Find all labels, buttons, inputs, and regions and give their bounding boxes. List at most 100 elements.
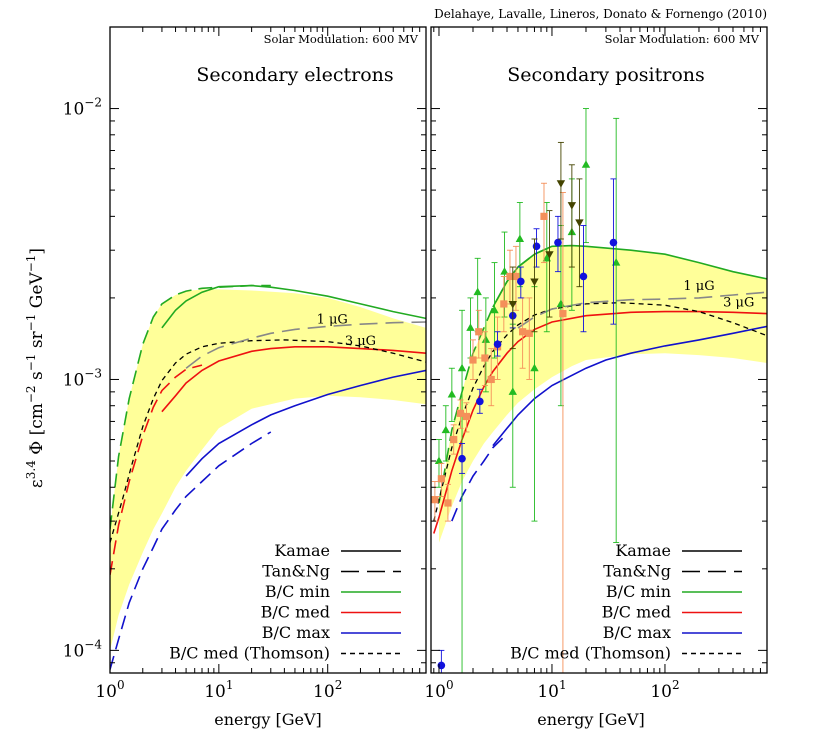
legend-label: Kamae — [274, 541, 330, 560]
panel-title: Secondary electrons — [196, 64, 393, 86]
x-tick-label: 101 — [204, 678, 233, 702]
plot-area — [110, 284, 426, 670]
legend-label: Tan&Ng — [603, 562, 671, 581]
data-point-square — [512, 272, 520, 281]
x-tick-label: 101 — [537, 678, 566, 702]
data-point-circle — [517, 277, 525, 286]
data-point-triangle-down — [545, 251, 554, 259]
data-point-triangle-up — [441, 425, 451, 434]
legend-label: B/C med (Thomson) — [169, 644, 330, 663]
data-point-triangle-up — [473, 287, 482, 296]
data-point-square — [506, 272, 514, 281]
series-line-b-c-min — [161, 284, 426, 329]
legend-label: B/C max — [262, 623, 330, 642]
series-line-b-c-max — [185, 369, 426, 477]
panel-title: Secondary positrons — [507, 64, 705, 86]
curve-annotation: 1 μG — [683, 279, 714, 294]
data-point-triangle-up — [508, 387, 517, 395]
series-line-b-c-med — [433, 310, 767, 534]
data-point-square — [500, 300, 508, 308]
series-line-b-c-med — [161, 346, 426, 413]
data-point-square — [469, 356, 477, 364]
y-tick-label: 10−2 — [63, 96, 102, 120]
data-point-triangle-down — [530, 278, 539, 286]
legend-label: B/C med — [261, 603, 330, 622]
y-tick-label: 10−3 — [63, 366, 102, 390]
solar-modulation-label: Solar Modulation: 600 MV — [605, 32, 760, 46]
data-point-triangle-up — [500, 267, 509, 275]
data-point-triangle-down — [567, 202, 577, 210]
data-point-square — [450, 435, 458, 444]
data-point-triangle-up — [481, 335, 491, 343]
x-axis-label: energy [GeV] — [537, 710, 645, 729]
data-point-square — [487, 375, 495, 384]
data-point-circle — [458, 454, 466, 463]
data-point-triangle-up — [530, 363, 539, 372]
data-point-circle — [579, 272, 588, 281]
data-point-circle — [554, 238, 562, 247]
plot-area — [431, 108, 767, 673]
legend-label: B/C min — [265, 582, 330, 601]
series-line-b-c-max — [451, 433, 508, 522]
uncertainty-band — [439, 245, 767, 543]
plot-frame — [109, 26, 427, 674]
data-point-triangle-up — [466, 323, 475, 331]
legend-label: B/C med (Thomson) — [510, 644, 671, 663]
data-point-triangle-down — [556, 180, 566, 188]
curve-annotation: 1 μG — [317, 312, 348, 327]
solar-modulation-label: Solar Modulation: 600 MV — [264, 32, 419, 46]
series-line-b-c-med-thomson- — [433, 302, 767, 522]
svg-text:ε3.4 Φ [cm−2 s−1 sr−1 GeV−1]: ε3.4 Φ [cm−2 s−1 sr−1 GeV−1] — [24, 248, 47, 488]
x-axis-label: energy [GeV] — [214, 710, 322, 729]
series-line-b-c-max — [110, 431, 272, 670]
data-point-circle — [476, 397, 484, 406]
x-tick-label: 102 — [650, 678, 679, 702]
data-point-square — [431, 496, 439, 504]
data-point-triangle-up — [611, 258, 621, 266]
data-point-triangle-up — [434, 456, 444, 465]
data-point-triangle-up — [515, 234, 525, 242]
x-tick-label: 100 — [424, 678, 453, 702]
x-tick-label: 100 — [95, 678, 124, 702]
panel-secondary-positrons: 1 μG 3 μG 100 101 102 Solar Modulation: 600 M… — [424, 26, 768, 729]
data-point-triangle-down — [508, 300, 517, 309]
data-point-circle — [609, 238, 618, 247]
data-point-square — [540, 212, 548, 220]
plot-frame — [430, 26, 768, 674]
data-point-triangle-up — [490, 305, 499, 314]
credit-text: Delahaye, Lavalle, Lineros, Donato & For… — [434, 7, 767, 21]
x-tick-label: 102 — [313, 678, 342, 702]
series-line-b-c-min — [110, 284, 271, 530]
series-line-b-c-med-thomson- — [110, 339, 426, 543]
legend-label: Kamae — [615, 541, 671, 560]
panel-secondary-electrons: 1 μG 3 μG 100 101 102 10−4 10−3 10−2 Solar Modul… — [63, 26, 427, 729]
data-point-triangle-up — [447, 389, 457, 398]
series-line-b-c-med — [110, 364, 203, 576]
y-axis-label: ε3.4 Φ [cm−2 s−1 sr−1 GeV−1] — [24, 248, 47, 488]
data-point-square — [525, 329, 533, 337]
data-point-square — [475, 328, 483, 336]
data-point-square — [462, 412, 471, 421]
legend-label: B/C med — [602, 603, 671, 622]
data-point-square — [519, 328, 527, 336]
data-point-square — [444, 499, 452, 507]
series-line-b-c-max — [492, 325, 767, 447]
data-point-square — [481, 354, 489, 362]
data-point-circle — [493, 340, 502, 348]
y-tick-label: 10−4 — [63, 637, 103, 661]
data-point-triangle-down — [575, 219, 584, 227]
curve-annotation: 3 μG — [345, 334, 376, 349]
uncertainty-band — [110, 289, 426, 651]
data-point-square — [559, 310, 567, 318]
series-line-1-g — [185, 321, 426, 369]
data-point-triangle-up — [542, 253, 551, 262]
series-line-1-g — [517, 291, 767, 329]
data-point-triangle-up — [457, 363, 467, 372]
legend-label: Tan&Ng — [262, 562, 330, 581]
data-point-square — [437, 475, 445, 483]
data-point-circle — [532, 242, 541, 251]
curve-annotation: 3 μG — [723, 295, 754, 310]
data-point-square — [456, 409, 465, 417]
